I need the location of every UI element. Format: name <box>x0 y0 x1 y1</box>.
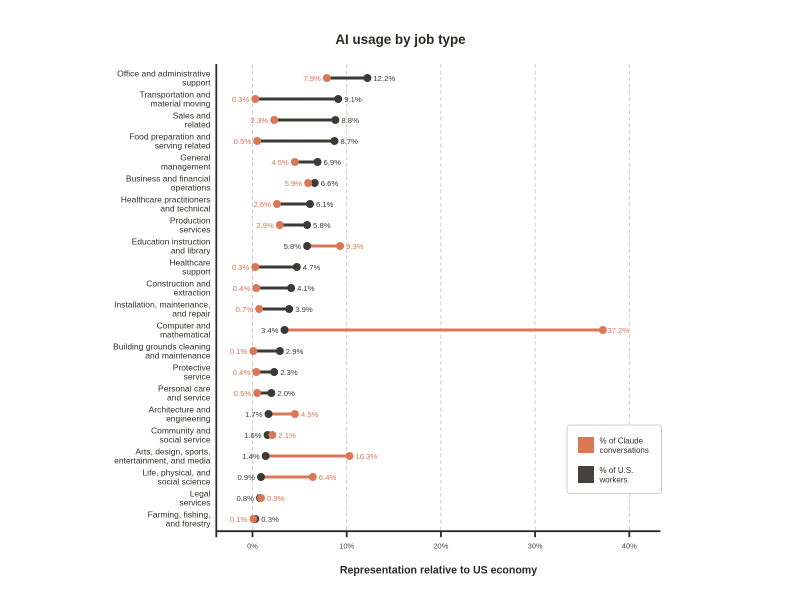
svg-text:material moving: material moving <box>151 98 211 108</box>
svg-text:4.7%: 4.7% <box>303 263 321 272</box>
svg-text:Sales and: Sales and <box>173 111 211 121</box>
svg-text:10.3%: 10.3% <box>356 452 378 461</box>
svg-text:engineering: engineering <box>166 413 211 423</box>
svg-text:6.4%: 6.4% <box>319 473 337 482</box>
svg-text:0.1%: 0.1% <box>230 515 248 524</box>
svg-text:5.9%: 5.9% <box>285 179 303 188</box>
svg-text:2.9%: 2.9% <box>256 221 274 230</box>
svg-text:0.3%: 0.3% <box>232 95 250 104</box>
svg-text:0.3%: 0.3% <box>261 515 279 524</box>
svg-text:40%: 40% <box>622 542 637 551</box>
svg-text:Building grounds cleaning: Building grounds cleaning <box>113 342 211 352</box>
svg-text:service: service <box>184 371 211 381</box>
svg-text:mathematical: mathematical <box>160 329 211 339</box>
svg-text:0.9%: 0.9% <box>267 494 285 503</box>
svg-text:2.6%: 2.6% <box>253 200 271 209</box>
svg-text:and service: and service <box>167 392 211 402</box>
svg-text:and library: and library <box>171 245 211 255</box>
svg-text:workers: workers <box>599 476 628 485</box>
svg-text:1.7%: 1.7% <box>245 410 263 419</box>
svg-text:Personal care: Personal care <box>158 384 211 394</box>
svg-text:Transportation and: Transportation and <box>139 90 210 100</box>
svg-text:2.1%: 2.1% <box>278 431 296 440</box>
svg-text:management: management <box>161 161 211 171</box>
svg-text:support: support <box>182 266 211 276</box>
svg-text:% of U.S.: % of U.S. <box>600 466 634 475</box>
svg-text:6.6%: 6.6% <box>321 179 339 188</box>
svg-text:Business and financial: Business and financial <box>126 174 211 184</box>
svg-text:6.1%: 6.1% <box>316 200 334 209</box>
svg-text:Farming, fishing,: Farming, fishing, <box>148 510 211 520</box>
svg-text:and repair: and repair <box>172 308 210 318</box>
svg-text:4.5%: 4.5% <box>301 410 319 419</box>
svg-text:0.5%: 0.5% <box>234 389 252 398</box>
svg-text:3.4%: 3.4% <box>261 326 279 335</box>
svg-text:social service: social service <box>159 434 210 444</box>
svg-text:operations: operations <box>171 182 211 192</box>
svg-text:services: services <box>179 224 210 234</box>
svg-text:0.7%: 0.7% <box>236 305 254 314</box>
svg-text:2.9%: 2.9% <box>286 347 304 356</box>
svg-text:% of Claude: % of Claude <box>600 436 644 445</box>
svg-text:Education instruction: Education instruction <box>132 237 211 247</box>
svg-text:8.8%: 8.8% <box>341 116 359 125</box>
svg-text:support: support <box>182 77 211 87</box>
svg-text:Food preparation and: Food preparation and <box>129 132 211 142</box>
svg-text:extraction: extraction <box>174 287 211 297</box>
svg-text:AI usage by job type: AI usage by job type <box>335 32 465 47</box>
svg-text:8.7%: 8.7% <box>341 137 359 146</box>
svg-text:Representation relative to US: Representation relative to US economy <box>340 565 537 577</box>
svg-text:Construction and: Construction and <box>146 279 211 289</box>
svg-text:Life, physical, and: Life, physical, and <box>142 468 210 478</box>
svg-text:20%: 20% <box>433 542 448 551</box>
svg-text:0%: 0% <box>247 542 258 551</box>
svg-text:Healthcare: Healthcare <box>169 258 210 268</box>
svg-text:entertainment, and media: entertainment, and media <box>114 455 211 465</box>
svg-text:1.6%: 1.6% <box>244 431 262 440</box>
svg-text:social science: social science <box>158 476 211 486</box>
svg-text:9.1%: 9.1% <box>344 95 362 104</box>
svg-text:0.1%: 0.1% <box>230 347 248 356</box>
svg-text:0.4%: 0.4% <box>233 368 251 377</box>
svg-text:10%: 10% <box>339 542 354 551</box>
svg-text:Legal: Legal <box>190 489 211 499</box>
svg-text:related: related <box>185 119 211 129</box>
svg-text:Architecture and: Architecture and <box>149 405 211 415</box>
svg-text:4.5%: 4.5% <box>271 158 289 167</box>
svg-text:37.2%: 37.2% <box>607 326 629 335</box>
svg-text:9.3%: 9.3% <box>346 242 364 251</box>
svg-text:2.0%: 2.0% <box>277 389 295 398</box>
svg-text:0.3%: 0.3% <box>232 263 250 272</box>
svg-text:12.2%: 12.2% <box>373 74 395 83</box>
svg-text:0.9%: 0.9% <box>237 473 255 482</box>
svg-text:Protective: Protective <box>173 363 211 373</box>
svg-text:Office and administrative: Office and administrative <box>117 69 211 79</box>
svg-text:6.9%: 6.9% <box>324 158 342 167</box>
svg-text:7.9%: 7.9% <box>303 74 321 83</box>
svg-text:Healthcare practitioners: Healthcare practitioners <box>121 195 211 205</box>
svg-text:30%: 30% <box>528 542 543 551</box>
svg-text:Community and: Community and <box>151 426 211 436</box>
svg-text:3.9%: 3.9% <box>295 305 313 314</box>
svg-text:2.3%: 2.3% <box>280 368 298 377</box>
svg-text:and maintenance: and maintenance <box>145 350 210 360</box>
svg-text:and forestry: and forestry <box>166 518 212 528</box>
svg-text:Computer and: Computer and <box>157 321 211 331</box>
svg-text:0.4%: 0.4% <box>233 284 251 293</box>
svg-text:5.8%: 5.8% <box>313 221 331 230</box>
svg-text:services: services <box>179 497 210 507</box>
svg-text:5.8%: 5.8% <box>284 242 302 251</box>
svg-text:and technical: and technical <box>160 203 210 213</box>
svg-text:conversations: conversations <box>600 446 649 455</box>
svg-text:2.3%: 2.3% <box>251 116 269 125</box>
svg-text:1.4%: 1.4% <box>242 452 260 461</box>
svg-text:Installation, maintenance,: Installation, maintenance, <box>114 300 210 310</box>
svg-text:General: General <box>180 153 210 163</box>
svg-text:0.8%: 0.8% <box>236 494 254 503</box>
svg-text:serving related: serving related <box>155 140 211 150</box>
svg-text:4.1%: 4.1% <box>297 284 315 293</box>
svg-text:0.5%: 0.5% <box>234 137 252 146</box>
svg-text:Arts, design, sports,: Arts, design, sports, <box>135 447 210 457</box>
svg-text:Production: Production <box>170 216 211 226</box>
